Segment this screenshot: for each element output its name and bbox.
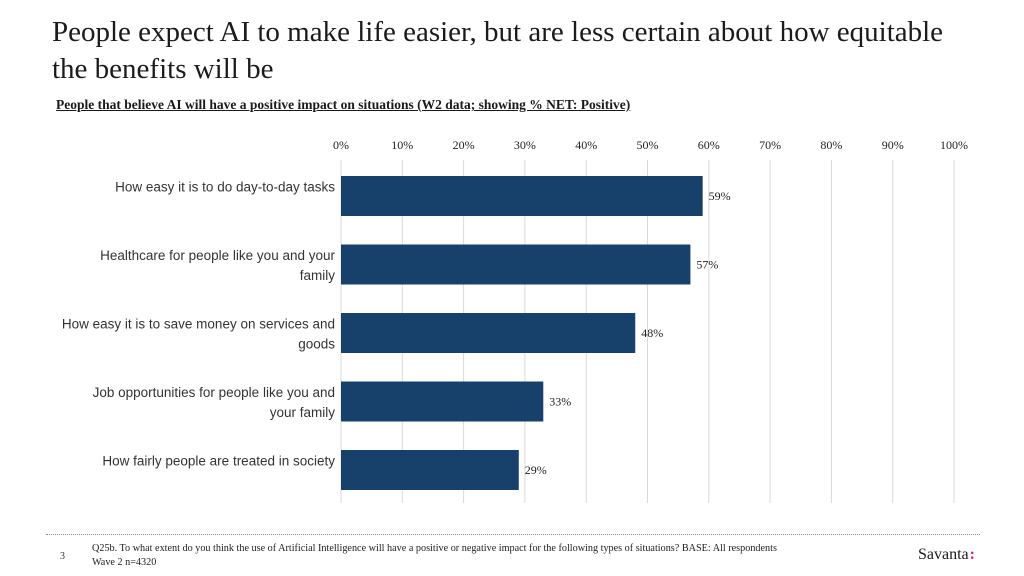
category-label-3-line-2: goods (298, 337, 335, 352)
data-labels: 59% 57% 48% 33% 29% (525, 189, 731, 477)
tick-label-70: 70% (759, 138, 781, 152)
tick-label-60: 60% (698, 138, 720, 152)
logo-mark: : (969, 546, 975, 563)
footnote-base: Wave 2 n=4320 (92, 557, 157, 568)
data-label-1: 59% (709, 189, 731, 203)
data-label-3: 48% (641, 326, 663, 340)
tick-label-90: 90% (882, 138, 904, 152)
category-label-1-line-1: How easy it is to do day-to-day tasks (115, 180, 335, 195)
category-label-4-line-1: Job opportunities for people like you an… (93, 385, 335, 400)
tick-label-20: 20% (453, 138, 475, 152)
chart-subtitle: People that believe AI will have a posit… (56, 97, 631, 112)
tick-label-10: 10% (391, 138, 413, 152)
page-title: People expect AI to make life easier, bu… (52, 16, 944, 85)
tick-label-50: 50% (637, 138, 659, 152)
tick-label-80: 80% (820, 138, 842, 152)
page-number: 3 (60, 551, 65, 562)
category-label-2-line-2: family (300, 268, 336, 283)
footnote-question: Q25b. To what extent do you think the us… (92, 543, 777, 554)
footer-divider (46, 534, 980, 535)
category-label-5-line-1: How fairly people are treated in society (102, 454, 335, 469)
category-labels: How easy it is to do day-to-day tasks Hea… (62, 180, 336, 469)
bar-chart: 0% 10% 20% 30% 40% 50% 60% 70% 80% 90% 100% How ea… (62, 138, 968, 503)
savanta-logo: Savanta: (918, 546, 975, 564)
footnote: Q25b. To what extent do you think the us… (92, 542, 892, 570)
logo-text: Savanta (918, 546, 969, 563)
bars (341, 176, 703, 490)
tick-label-0: 0% (333, 138, 349, 152)
bar-4 (341, 381, 544, 422)
category-label-4-line-2: your family (270, 405, 336, 420)
data-label-5: 29% (525, 463, 547, 477)
data-label-2: 57% (696, 258, 718, 272)
category-label-2-line-1: Healthcare for people like you and your (100, 248, 335, 263)
category-label-3-line-1: How easy it is to save money on services… (62, 317, 335, 332)
tick-label-100: 100% (940, 138, 968, 152)
bar-3 (341, 313, 636, 353)
data-label-4: 33% (549, 395, 571, 409)
bar-2 (341, 244, 691, 285)
tick-label-40: 40% (575, 138, 597, 152)
tick-label-30: 30% (514, 138, 536, 152)
axis-ticks: 0% 10% 20% 30% 40% 50% 60% 70% 80% 90% 100% (333, 138, 968, 152)
bar-5 (341, 450, 519, 490)
bar-1 (341, 176, 703, 216)
